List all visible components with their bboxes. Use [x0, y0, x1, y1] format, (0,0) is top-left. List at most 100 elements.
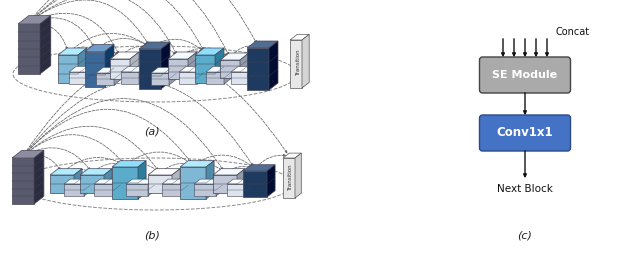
- Polygon shape: [94, 184, 114, 196]
- Polygon shape: [126, 184, 148, 196]
- Polygon shape: [96, 67, 121, 73]
- Polygon shape: [130, 52, 139, 79]
- Polygon shape: [283, 153, 301, 158]
- Polygon shape: [112, 161, 146, 167]
- Polygon shape: [110, 59, 130, 79]
- Polygon shape: [121, 66, 146, 72]
- Polygon shape: [213, 169, 245, 175]
- Polygon shape: [50, 169, 82, 175]
- FancyBboxPatch shape: [479, 115, 570, 151]
- Polygon shape: [215, 48, 224, 83]
- Text: (c): (c): [518, 230, 532, 240]
- Polygon shape: [169, 67, 176, 85]
- Text: Next Block: Next Block: [497, 184, 553, 194]
- Polygon shape: [139, 42, 170, 49]
- Polygon shape: [162, 184, 182, 196]
- Polygon shape: [139, 66, 146, 84]
- Polygon shape: [243, 171, 267, 197]
- Polygon shape: [64, 179, 90, 184]
- Polygon shape: [80, 175, 104, 193]
- Polygon shape: [195, 55, 215, 83]
- Polygon shape: [302, 34, 309, 88]
- Polygon shape: [206, 72, 224, 84]
- Polygon shape: [179, 72, 197, 84]
- Polygon shape: [269, 41, 278, 90]
- Polygon shape: [114, 67, 121, 85]
- Polygon shape: [197, 66, 204, 84]
- Polygon shape: [69, 66, 94, 72]
- Polygon shape: [18, 16, 51, 24]
- Polygon shape: [231, 72, 249, 84]
- Polygon shape: [247, 179, 253, 196]
- Polygon shape: [110, 52, 139, 59]
- Polygon shape: [58, 55, 78, 83]
- Polygon shape: [84, 179, 90, 196]
- Polygon shape: [161, 42, 170, 89]
- Polygon shape: [94, 179, 120, 184]
- Polygon shape: [85, 45, 114, 51]
- Polygon shape: [148, 175, 172, 193]
- Polygon shape: [12, 158, 34, 204]
- Polygon shape: [139, 49, 161, 89]
- Polygon shape: [126, 179, 154, 184]
- Polygon shape: [188, 52, 197, 79]
- Polygon shape: [290, 34, 309, 40]
- Polygon shape: [151, 73, 169, 85]
- Polygon shape: [182, 179, 188, 196]
- Text: Transition: Transition: [296, 50, 301, 76]
- Text: (b): (b): [144, 230, 160, 240]
- Polygon shape: [220, 53, 249, 60]
- Polygon shape: [194, 184, 216, 196]
- Polygon shape: [162, 179, 188, 184]
- Text: (a): (a): [144, 126, 160, 136]
- Polygon shape: [148, 169, 180, 175]
- Polygon shape: [151, 67, 176, 73]
- Polygon shape: [180, 161, 214, 167]
- Polygon shape: [121, 72, 139, 84]
- Polygon shape: [247, 48, 269, 90]
- Text: SE Module: SE Module: [492, 70, 557, 80]
- Text: Conv1x1: Conv1x1: [497, 126, 554, 140]
- Polygon shape: [227, 184, 247, 196]
- Polygon shape: [168, 59, 188, 79]
- Polygon shape: [206, 161, 214, 199]
- FancyBboxPatch shape: [479, 57, 570, 93]
- Text: Transition: Transition: [289, 165, 294, 191]
- Polygon shape: [194, 179, 222, 184]
- Polygon shape: [224, 66, 231, 84]
- Polygon shape: [148, 179, 154, 196]
- Polygon shape: [12, 150, 44, 158]
- Polygon shape: [85, 51, 105, 87]
- Polygon shape: [216, 179, 222, 196]
- Polygon shape: [58, 48, 87, 55]
- Polygon shape: [267, 165, 275, 197]
- Text: Concat: Concat: [555, 27, 589, 37]
- Polygon shape: [195, 48, 224, 55]
- Polygon shape: [243, 165, 275, 171]
- Polygon shape: [64, 184, 84, 196]
- Polygon shape: [96, 73, 114, 85]
- Polygon shape: [227, 179, 253, 184]
- Polygon shape: [180, 167, 206, 199]
- Polygon shape: [172, 169, 180, 193]
- Polygon shape: [74, 169, 82, 193]
- Polygon shape: [168, 52, 197, 59]
- Polygon shape: [213, 175, 237, 193]
- Polygon shape: [104, 169, 112, 193]
- Polygon shape: [80, 169, 112, 175]
- Polygon shape: [114, 179, 120, 196]
- Polygon shape: [87, 66, 94, 84]
- Polygon shape: [240, 53, 249, 78]
- Polygon shape: [220, 60, 240, 78]
- Polygon shape: [50, 175, 74, 193]
- Polygon shape: [18, 24, 40, 74]
- Polygon shape: [179, 66, 204, 72]
- Polygon shape: [105, 45, 114, 87]
- Polygon shape: [78, 48, 87, 83]
- Polygon shape: [40, 16, 51, 74]
- Polygon shape: [237, 169, 245, 193]
- Polygon shape: [112, 167, 138, 199]
- Polygon shape: [249, 66, 256, 84]
- Polygon shape: [206, 66, 231, 72]
- Polygon shape: [34, 150, 44, 204]
